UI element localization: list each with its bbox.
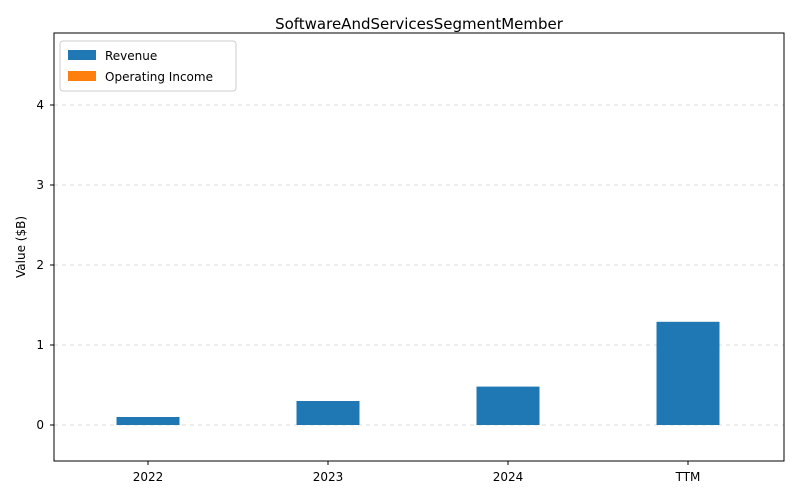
x-axis-ticks: 2022 2023 2024 TTM xyxy=(133,461,701,484)
plot-frame xyxy=(53,32,785,462)
y-tick-label: 4 xyxy=(36,98,44,112)
y-tick-label: 1 xyxy=(36,338,44,352)
legend-label-revenue: Revenue xyxy=(105,49,157,63)
legend-box xyxy=(59,40,237,92)
x-tick-label: 2024 xyxy=(493,470,524,484)
y-axis-label: Value ($B) xyxy=(14,216,28,278)
bar-revenue xyxy=(656,321,720,425)
bar-revenue xyxy=(296,401,360,425)
chart-title: SoftwareAndServicesSegmentMember xyxy=(275,15,564,33)
legend-swatch-operating-income xyxy=(68,71,96,81)
y-tick-label: 3 xyxy=(36,178,44,192)
legend-swatch-revenue xyxy=(68,50,96,60)
y-tick-label: 2 xyxy=(36,258,44,272)
y-tick-label: 0 xyxy=(36,418,44,432)
bar-revenue xyxy=(116,417,180,425)
bars xyxy=(116,321,720,425)
legend: Revenue Operating Income xyxy=(59,40,237,92)
x-tick-label: TTM xyxy=(675,470,701,484)
x-tick-label: 2022 xyxy=(133,470,164,484)
legend-label-operating-income: Operating Income xyxy=(105,70,213,84)
y-axis-ticks: 0 1 2 3 4 xyxy=(36,98,54,432)
x-tick-label: 2023 xyxy=(313,470,344,484)
bar-revenue xyxy=(476,386,540,425)
